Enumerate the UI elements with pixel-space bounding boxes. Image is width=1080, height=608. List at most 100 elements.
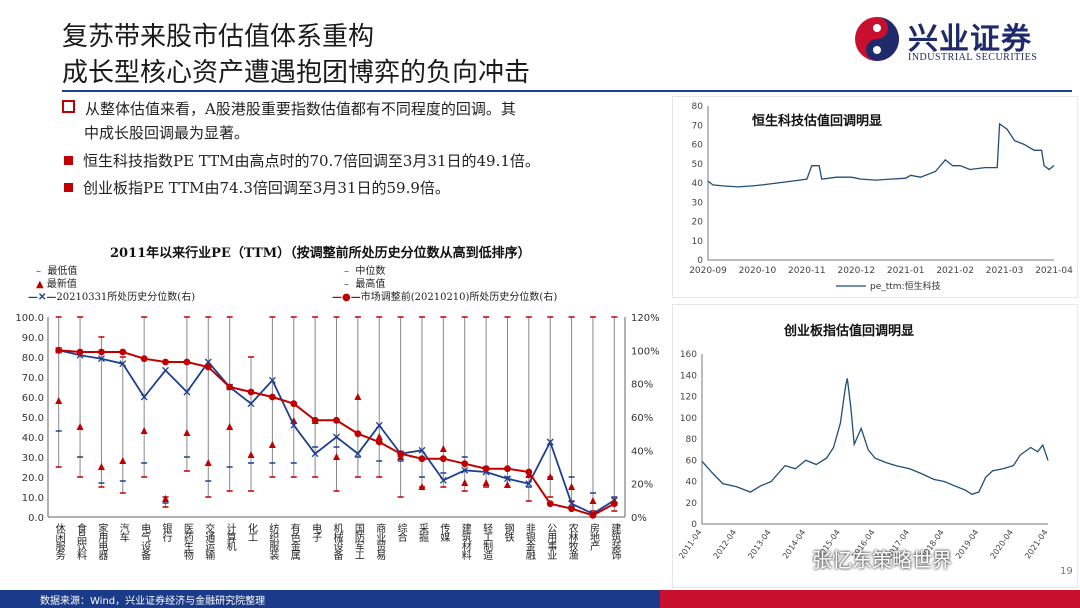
point-20210210 <box>418 455 426 463</box>
point-20210331 <box>247 400 255 408</box>
x-category-label: 计算机 <box>224 522 236 552</box>
y-left-tick-label: 90.0 <box>22 333 44 344</box>
latest-value-marker <box>546 473 554 480</box>
x-category-label: 医药生物 <box>181 523 193 561</box>
dash-marker-icon: – <box>344 266 349 277</box>
point-20210210 <box>290 400 298 408</box>
y-left-tick-label: 70.0 <box>22 373 44 384</box>
x-category-label: 纺织服装 <box>267 522 279 561</box>
y-tick-label: 0 <box>697 256 703 266</box>
y-tick-label: 100 <box>680 414 697 424</box>
x-tick-label: 2020-04 <box>988 528 1015 561</box>
y-tick-label: 0 <box>691 520 697 530</box>
title-divider <box>62 90 1072 92</box>
industry-pe-chart: 0.0 10.0 20.0 30.0 40.0 50.0 60.0 70.0 80.0 90.0 1… <box>15 313 660 561</box>
y-tick-label: 50 <box>692 160 704 170</box>
x-category-label: 轻工制造 <box>481 522 493 560</box>
point-20210331 <box>140 393 148 401</box>
x-tick-label: 2021-02 <box>936 266 974 276</box>
bullet-continuation: 中成长股回调最为显著。 <box>84 122 249 143</box>
point-20210210 <box>375 438 383 446</box>
latest-value-marker <box>162 495 170 502</box>
bullet-text: 创业板指PE TTM由74.3倍回调至3月31日的59.9倍。 <box>83 179 450 197</box>
y-right-tick-label: 100% <box>631 346 660 357</box>
x-tick-label: 2020-11 <box>788 266 826 276</box>
point-20210210 <box>268 393 276 401</box>
y-left-tick-label: 30.0 <box>22 453 44 464</box>
y-left-tick-label: 80.0 <box>22 353 44 364</box>
latest-value-marker <box>418 483 426 490</box>
y-left-tick-label: 0.0 <box>28 513 44 524</box>
chinext-pe-chart: 0 20 40 60 80 100 120 140 160 2011-04 2012-04 2013-… <box>677 350 1050 561</box>
point-20210331 <box>204 358 212 366</box>
y-tick-label: 80 <box>686 435 698 445</box>
legend-item-pct-20210210: —●—市场调整前(20210210)所处历史分位数(右) <box>332 292 558 303</box>
hstech-pe-chart: 0 10 20 30 40 50 60 70 80 2020-09 2020-10 2020-11 20… <box>689 102 1073 292</box>
x-category-label: 电子 <box>310 522 322 542</box>
y-tick-label: 20 <box>686 499 698 509</box>
y-right-tick-label: 80% <box>631 380 653 391</box>
bullet-text: 从整体估值来看，A股港股重要指数估值都有不同程度的回调。其 <box>85 100 516 118</box>
point-20210331 <box>97 355 105 363</box>
point-20210210 <box>98 348 105 356</box>
slide-title-line2: 成长型核心资产遭遇抱团博弈的负向冲击 <box>62 58 531 88</box>
x-line-marker-icon: —✕— <box>28 292 57 303</box>
company-logo: 兴业证券 INDUSTRIAL SECURITIES <box>852 14 1072 64</box>
point-20210331 <box>461 466 469 474</box>
y-left-tick-label: 100.0 <box>15 313 44 324</box>
bullet-item: 从整体估值来看，A股港股重要指数估值都有不同程度的回调。其 <box>62 98 516 119</box>
point-20210331 <box>418 446 426 454</box>
x-category-label: 农林牧渔 <box>566 522 578 561</box>
x-tick-label: 2021-04 <box>1023 528 1050 561</box>
latest-value-marker <box>439 445 447 452</box>
point-20210331 <box>354 450 362 458</box>
point-20210210 <box>204 363 212 371</box>
point-20210210 <box>397 450 405 458</box>
x-category-label: 食品饮料 <box>75 522 87 561</box>
x-tick-label: 2020-10 <box>739 266 777 276</box>
y-right-tick-label: 20% <box>631 480 653 491</box>
y-tick-label: 160 <box>680 350 697 360</box>
open-square-bullet-icon <box>62 100 75 113</box>
point-20210210 <box>140 355 148 363</box>
x-category-label: 化工 <box>246 522 258 541</box>
point-20210331 <box>311 450 319 458</box>
point-20210331 <box>268 376 276 384</box>
y-tick-label: 80 <box>692 102 704 112</box>
point-20210331 <box>333 433 340 441</box>
x-category-label: 休闲服务 <box>53 523 65 561</box>
latest-value-marker <box>247 451 255 458</box>
latest-value-marker <box>97 463 105 470</box>
point-20210210 <box>589 511 597 519</box>
latest-value-marker <box>268 441 276 448</box>
x-tick-label: 2019-04 <box>954 528 981 561</box>
y-right-tick-label: 0% <box>631 513 647 524</box>
point-20210210 <box>311 416 319 424</box>
y-right-tick-label: 40% <box>631 446 653 457</box>
x-tick-label: 2021-03 <box>986 266 1024 276</box>
industry-pe-chart-title: 2011年以来行业PE（TTM）（按调整前所处历史分位数从高到低排序） <box>110 246 531 261</box>
filled-square-bullet-icon <box>64 183 73 192</box>
dot-line-marker-icon: —●— <box>332 292 361 303</box>
x-category-label: 商业贸易 <box>374 522 386 561</box>
latest-value-marker <box>76 423 84 430</box>
triangle-marker-icon: ▲ <box>36 279 44 290</box>
y-tick-label: 60 <box>692 141 704 151</box>
x-category-label: 综合 <box>395 522 407 543</box>
hstech-chart-frame <box>672 96 1078 298</box>
point-20210210 <box>461 460 469 468</box>
y-tick-label: 20 <box>692 218 704 228</box>
legend-item-high: – 最高值 <box>344 279 386 290</box>
point-20210210 <box>333 416 340 424</box>
point-20210210 <box>610 500 618 508</box>
y-left-tick-label: 40.0 <box>22 433 44 444</box>
latest-value-marker <box>354 393 362 400</box>
point-20210210 <box>354 430 362 438</box>
y-tick-label: 120 <box>680 393 697 403</box>
legend-label: pe_ttm:恒生科技 <box>870 280 941 292</box>
x-category-label: 交通运输 <box>203 522 215 561</box>
point-20210331 <box>162 366 169 374</box>
legend-item-pct-20210331: —✕—20210331所处历史分位数(右) <box>28 292 196 303</box>
footer-accent <box>660 590 1080 608</box>
latest-value-marker <box>183 429 191 436</box>
